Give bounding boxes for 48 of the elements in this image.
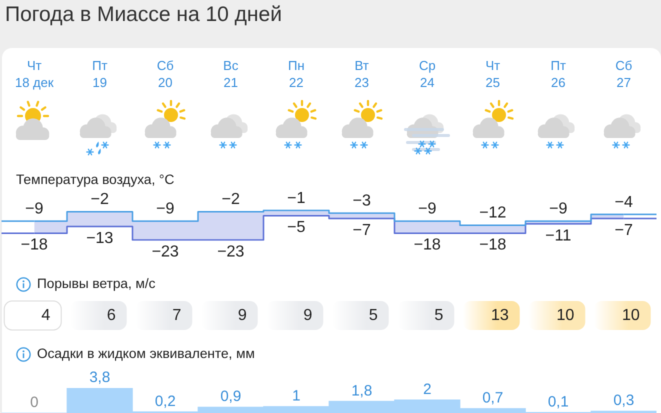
data-label: 0,2 (154, 392, 176, 410)
data-label: 5 (434, 306, 444, 324)
data-label: −2 (90, 191, 109, 208)
data-label: 10 (556, 306, 574, 324)
data-label: 0,7 (482, 390, 504, 407)
data-label: 3,8 (89, 369, 110, 386)
data-label: 1 (292, 388, 300, 405)
data-label: −1 (287, 190, 306, 207)
data-label: 0,1 (548, 393, 569, 410)
x-tick-label: Пн 22 (288, 58, 305, 90)
data-label: 13 (490, 306, 509, 324)
data-label: −4 (614, 194, 633, 211)
x-tick-label: Пт 19 (92, 58, 108, 90)
x-tick-label: Вс 21 (223, 58, 239, 90)
data-label: 2 (423, 380, 432, 398)
data-label: −7 (614, 222, 633, 239)
data-label: 5 (368, 306, 378, 324)
x-tick-label: Пт 26 (550, 58, 566, 90)
data-label: −23 (152, 243, 179, 260)
x-tick-label: Чт 18 дек (14, 58, 54, 90)
data-label: 10 (622, 306, 640, 324)
data-label: −11 (545, 227, 572, 244)
data-label: 0 (30, 394, 38, 412)
data-label: 0,3 (613, 392, 634, 410)
data-label: −23 (217, 243, 244, 260)
data-label: 7 (172, 306, 182, 324)
data-label: −18 (479, 236, 506, 254)
data-label: 0,9 (220, 388, 242, 406)
data-label: −18 (414, 236, 441, 254)
x-tick-label: Сб 27 (615, 58, 632, 90)
y-axis-title: Температура воздуха, °C (16, 172, 174, 188)
data-label: 9 (238, 306, 247, 324)
data-label: −2 (222, 191, 240, 208)
x-tick-label: Сб 20 (156, 58, 174, 90)
data-label: 1,8 (351, 382, 372, 400)
chart-title: Погода в Миассе на 10 дней (5, 3, 282, 27)
data-label: 4 (41, 306, 50, 324)
data-label: −7 (352, 222, 371, 239)
data-label: −13 (86, 230, 114, 247)
data-label: −3 (352, 192, 371, 210)
x-tick-label: Чт 25 (485, 58, 500, 90)
y-axis-title: Осадки в жидком эквиваленте, мм (37, 346, 255, 362)
data-label: 6 (106, 306, 116, 324)
x-tick-label: Ср 24 (418, 58, 436, 90)
text: Порывы ветра, м/с (37, 276, 156, 292)
data-label: 9 (303, 306, 312, 324)
x-tick-label: Вт 23 (354, 58, 369, 90)
data-label: −18 (20, 236, 48, 254)
